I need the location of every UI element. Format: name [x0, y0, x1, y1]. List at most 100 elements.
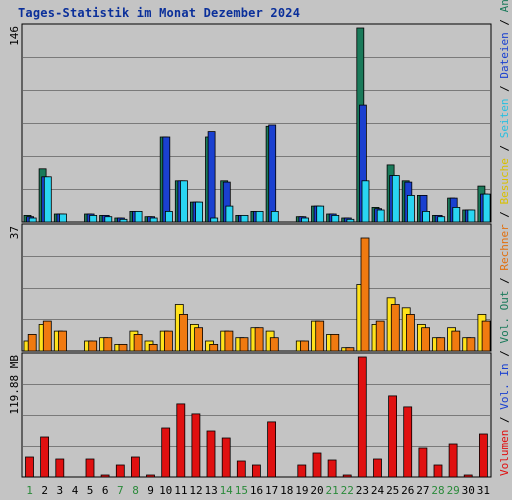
bar-seiten-day-19 — [301, 217, 309, 223]
x-tick-label-day-22: 22 — [341, 484, 354, 497]
bar-rechner-day-30 — [466, 337, 476, 352]
bar-rechner-day-8 — [133, 333, 143, 352]
x-tick-label-day-14: 14 — [220, 484, 234, 497]
legend-entry-7: / — [498, 204, 511, 224]
bar-rechner-day-22 — [345, 347, 355, 352]
bar-seiten-day-26 — [406, 194, 415, 223]
legend-entry-4: Vol. Out — [498, 291, 511, 344]
bar-seiten-day-25 — [391, 175, 400, 223]
bar-volumen-day-28 — [433, 464, 443, 478]
legend-entry-1: / — [498, 410, 511, 430]
x-tick-label-day-2: 2 — [41, 484, 48, 497]
x-tick-label-day-1: 1 — [26, 484, 33, 497]
bar-seiten-day-22 — [346, 218, 355, 223]
bar-rechner-day-2 — [42, 320, 52, 352]
bar-seiten-day-8 — [134, 210, 143, 223]
bar-rechner-day-10 — [163, 330, 173, 352]
panel-bottom-ymax-label: 119.88 MB — [8, 355, 21, 415]
x-tick-label-day-28: 28 — [431, 484, 444, 497]
bar-rechner-day-6 — [103, 337, 113, 352]
bar-volumen-day-31 — [478, 433, 488, 478]
x-tick-label-day-8: 8 — [132, 484, 139, 497]
x-tick-label-day-12: 12 — [189, 484, 202, 497]
x-tick-label-day-18: 18 — [280, 484, 293, 497]
x-tick-label-day-25: 25 — [386, 484, 399, 497]
bar-volumen-day-29 — [448, 443, 458, 478]
bar-rechner-day-24 — [375, 320, 385, 352]
bar-volumen-day-25 — [388, 395, 398, 478]
bar-rechner-day-7 — [118, 343, 128, 352]
x-tick-label-day-6: 6 — [102, 484, 109, 497]
bar-seiten-day-29 — [452, 206, 461, 223]
bar-seiten-day-5 — [89, 214, 98, 223]
bar-seiten-day-24 — [376, 209, 385, 223]
legend-entry-3: / — [498, 344, 511, 364]
bar-rechner-day-12 — [194, 327, 204, 352]
bar-seiten-day-31 — [482, 193, 491, 223]
bar-volumen-day-30 — [463, 474, 473, 478]
bar-volumen-day-16 — [251, 464, 261, 478]
bar-seiten-day-16 — [255, 210, 264, 223]
x-tick-label-day-23: 23 — [356, 484, 369, 497]
bar-volumen-day-15 — [236, 460, 246, 478]
bar-volumen-day-9 — [146, 474, 155, 478]
bar-seiten-day-9 — [149, 217, 158, 223]
bar-volumen-day-6 — [100, 474, 110, 478]
bar-rechner-day-15 — [239, 337, 249, 352]
bar-seiten-day-2 — [43, 176, 52, 223]
bar-rechner-day-29 — [451, 330, 461, 352]
bar-volumen-day-13 — [206, 430, 216, 478]
bar-rechner-day-25 — [390, 304, 400, 352]
bar-volumen-day-11 — [176, 403, 186, 478]
right-series-legend: Volumen / Vol. In / Vol. Out / Rechner /… — [498, 0, 511, 476]
bar-rechner-day-23 — [360, 237, 370, 352]
bar-volumen-day-7 — [115, 464, 125, 478]
legend-entry-10: Seiten — [498, 98, 511, 138]
bar-seiten-day-27 — [422, 210, 431, 223]
legend-entry-2: Vol. In — [498, 363, 511, 409]
bar-volumen-day-20 — [312, 452, 322, 478]
x-tick-label-day-13: 13 — [204, 484, 217, 497]
bar-seiten-day-15 — [240, 214, 249, 223]
bar-rechner-day-3 — [58, 330, 67, 352]
bar-seiten-day-14 — [225, 205, 234, 223]
bar-volumen-day-23 — [357, 356, 367, 478]
x-tick-label-day-7: 7 — [117, 484, 124, 497]
bar-seiten-day-13 — [210, 217, 219, 223]
bar-rechner-day-19 — [300, 340, 309, 352]
bar-rechner-day-21 — [330, 333, 340, 352]
bar-volumen-day-8 — [130, 456, 140, 478]
page-title: Tages-Statistik im Monat Dezember 2024 — [18, 6, 301, 20]
legend-entry-0: Volumen — [498, 430, 511, 476]
bar-seiten-day-17 — [270, 210, 279, 223]
x-tick-label-day-26: 26 — [401, 484, 414, 497]
bar-volumen-day-19 — [297, 464, 307, 478]
bar-seiten-day-3 — [59, 213, 67, 223]
x-tick-label-day-15: 15 — [235, 484, 248, 497]
bar-rechner-day-20 — [315, 320, 325, 352]
bar-dateien-day-13 — [207, 131, 216, 223]
bar-rechner-day-26 — [405, 313, 415, 352]
bar-rechner-day-27 — [421, 327, 431, 352]
bar-volumen-day-26 — [403, 406, 413, 478]
bar-rechner-day-14 — [224, 330, 234, 352]
x-tick-label-day-24: 24 — [371, 484, 385, 497]
legend-entry-6: Rechner — [498, 224, 511, 271]
bar-volumen-day-22 — [342, 474, 352, 478]
x-tick-label-day-31: 31 — [477, 484, 490, 497]
bar-rechner-day-9 — [148, 343, 158, 352]
bar-rechner-day-28 — [436, 337, 446, 352]
bar-rechner-day-16 — [254, 327, 264, 352]
bar-seiten-day-30 — [467, 209, 476, 223]
x-tick-label-day-29: 29 — [447, 484, 460, 497]
legend-entry-11: / — [498, 79, 511, 99]
bar-seiten-day-11 — [180, 180, 188, 223]
bar-volumen-day-3 — [55, 458, 65, 478]
x-tick-label-day-10: 10 — [159, 484, 172, 497]
bar-seiten-day-23 — [361, 180, 370, 223]
bar-seiten-day-21 — [331, 214, 340, 223]
panel-top-ymax-label: 146 — [8, 26, 21, 46]
bar-volumen-day-17 — [267, 421, 277, 478]
bar-volumen-day-12 — [191, 413, 201, 478]
bar-volumen-day-10 — [161, 427, 171, 478]
